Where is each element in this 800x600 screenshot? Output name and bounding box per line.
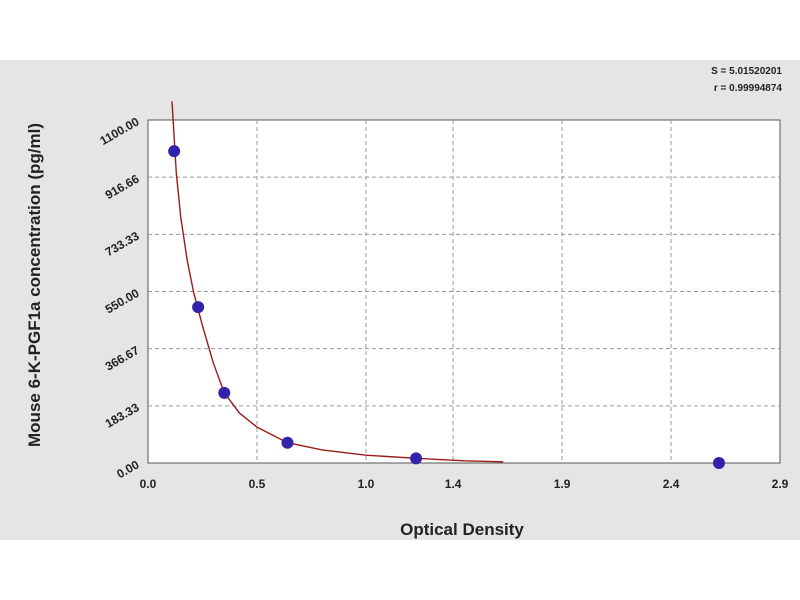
- y-tick-label: 0.00: [114, 457, 142, 481]
- stats-r-value: r = 0.99994874: [714, 83, 783, 94]
- data-point: [281, 436, 294, 449]
- y-tick-label: 366.67: [103, 343, 142, 374]
- y-tick-label: 1100.00: [98, 114, 142, 148]
- y-tick-label: 183.33: [103, 400, 142, 431]
- data-point: [410, 452, 423, 465]
- x-axis-title: Optical Density: [400, 520, 524, 539]
- y-tick-label: 916.66: [103, 171, 142, 202]
- x-tick-label: 1.4: [445, 477, 462, 491]
- y-tick-label: 733.33: [103, 229, 142, 260]
- data-point: [218, 386, 231, 399]
- data-points-layer: [168, 145, 725, 469]
- data-point: [168, 145, 181, 158]
- y-axis-title: Mouse 6-K-PGF1a concentration (pg/ml): [25, 123, 44, 447]
- x-tick-label: 1.9: [554, 477, 571, 491]
- data-point: [712, 457, 725, 469]
- data-point: [192, 301, 205, 314]
- x-tick-label: 2.9: [772, 477, 789, 491]
- grid-lines: [148, 120, 780, 463]
- x-tick-label: 0.0: [140, 477, 157, 491]
- fit-curve-layer: [171, 101, 504, 463]
- x-tick-label: 1.0: [358, 477, 375, 491]
- x-tick-labels: 0.0 0.5 1.0 1.4 1.9 2.4 2.9: [140, 477, 789, 491]
- x-tick-label: 2.4: [663, 477, 680, 491]
- y-tick-label: 550.00: [103, 286, 142, 317]
- y-tick-labels: 0.00 183.33 366.67 550.00 733.33 916.66 1100.0…: [98, 114, 142, 481]
- x-tick-label: 0.5: [249, 477, 266, 491]
- fit-curve: [171, 101, 504, 463]
- stats-s-value: S = 5.01520201: [711, 66, 782, 77]
